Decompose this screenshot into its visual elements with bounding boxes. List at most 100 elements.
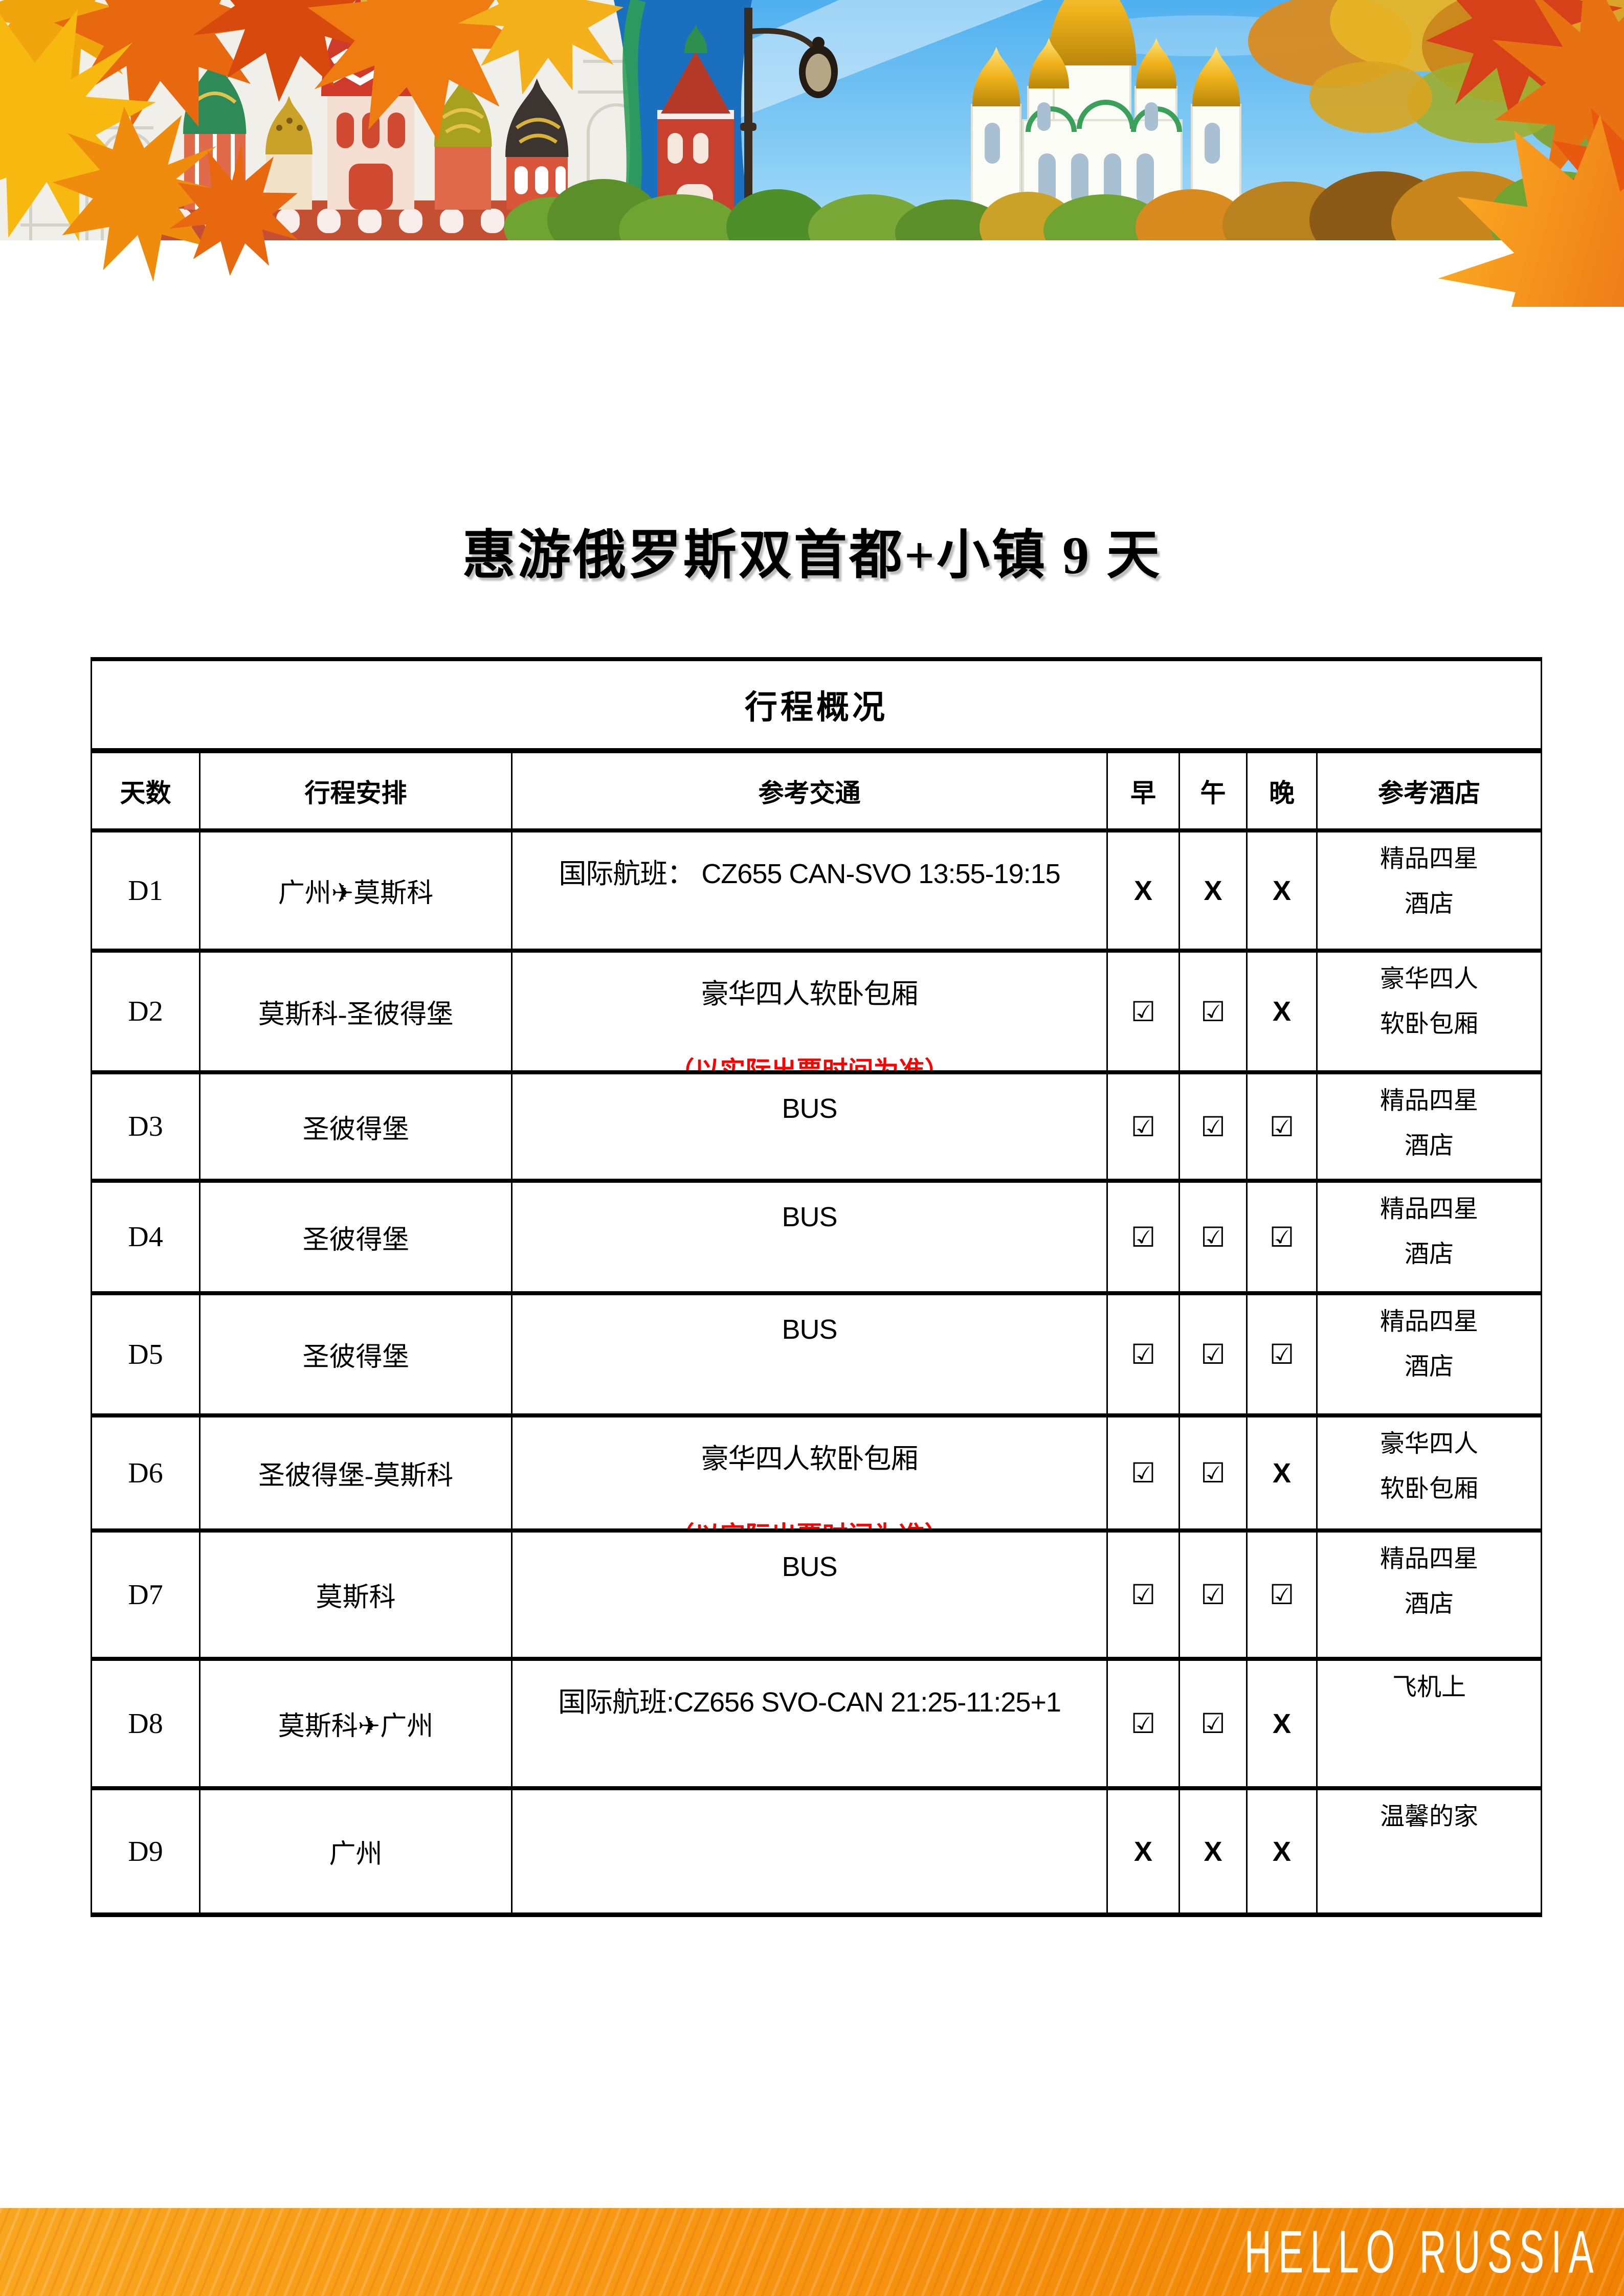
hotel-line: 飞机上: [1392, 1674, 1466, 1701]
transport-text: 豪华四人软卧包厢: [701, 1444, 919, 1474]
col-header-dinner: 晚: [1248, 753, 1318, 832]
hotel-line: 精品四星: [1380, 1545, 1478, 1572]
transport-text: BUS: [782, 1202, 837, 1232]
dinner-mark: ☑: [1248, 1295, 1318, 1417]
dinner-mark: X: [1248, 1417, 1318, 1533]
hotel-line: 精品四星: [1380, 1308, 1478, 1335]
lunch-mark: ☑: [1180, 953, 1248, 1074]
col-header-lunch: 午: [1180, 753, 1248, 832]
transport-cell: 国际航班： CZ655 CAN-SVO 13:55-19:15: [513, 832, 1108, 953]
transport-note: （以实际出票时间为准）: [669, 1056, 950, 1074]
hotel-line: 温馨的家: [1380, 1803, 1478, 1830]
breakfast-mark: X: [1108, 832, 1180, 953]
hotel-cell: 飞机上: [1318, 1661, 1541, 1790]
hotel-cell: 豪华四人 软卧包厢: [1318, 1417, 1541, 1533]
transport-cell: 国际航班:CZ656 SVO-CAN 21:25-11:25+1: [513, 1661, 1108, 1790]
transport-text: BUS: [782, 1093, 837, 1124]
dinner-mark: X: [1248, 1661, 1318, 1790]
hotel-cell: 精品四星 酒店: [1318, 1295, 1541, 1417]
breakfast-mark: ☑: [1108, 953, 1180, 1074]
itinerary-text: 莫斯科-圣彼得堡: [201, 953, 513, 1074]
day-label: D7: [92, 1533, 201, 1661]
dinner-mark: X: [1248, 1790, 1318, 1912]
transport-text: 豪华四人软卧包厢: [701, 979, 919, 1009]
lunch-mark: ☑: [1180, 1183, 1248, 1295]
itinerary-overview-table: 行程概况 天数 行程安排 参考交通 早 午 晚 参考酒店 D1 广州✈莫斯科 国…: [91, 657, 1542, 1917]
transport-text: BUS: [782, 1551, 837, 1582]
transport-cell: BUS: [513, 1533, 1108, 1661]
transport-cell: [513, 1790, 1108, 1912]
hotel-line: 精品四星: [1380, 845, 1478, 872]
day-label: D9: [92, 1790, 201, 1912]
transport-text: 国际航班:CZ656 SVO-CAN 21:25-11:25+1: [558, 1687, 1061, 1718]
dinner-mark: X: [1248, 832, 1318, 953]
itinerary-text: 圣彼得堡: [201, 1183, 513, 1295]
lunch-mark: ☑: [1180, 1417, 1248, 1533]
hotel-cell: 精品四星 酒店: [1318, 1183, 1541, 1295]
hotel-line: 豪华四人: [1380, 1430, 1478, 1457]
hotel-line: 酒店: [1404, 890, 1454, 917]
transport-note: （以实际出票时间为准）: [669, 1515, 950, 1528]
hotel-line: 酒店: [1404, 1241, 1454, 1268]
day-label: D1: [92, 832, 201, 953]
hotel-cell: 精品四星 酒店: [1318, 1533, 1541, 1661]
day-label: D8: [92, 1661, 201, 1790]
col-header-transport: 参考交通: [513, 753, 1108, 832]
hotel-line: 豪华四人: [1380, 965, 1478, 993]
lunch-mark: X: [1180, 832, 1248, 953]
hotel-cell: 精品四星 酒店: [1318, 1074, 1541, 1183]
col-header-itinerary: 行程安排: [201, 753, 513, 832]
breakfast-mark: ☑: [1108, 1661, 1180, 1790]
lunch-mark: ☑: [1180, 1295, 1248, 1417]
hotel-line: 酒店: [1404, 1590, 1454, 1617]
hotel-line: 软卧包厢: [1380, 1475, 1478, 1502]
page-title: 惠游俄罗斯双首都+小镇 9 天: [462, 526, 1162, 585]
transport-text: 国际航班： CZ655 CAN-SVO 13:55-19:15: [559, 859, 1060, 889]
dinner-mark: X: [1248, 953, 1318, 1074]
hotel-line: 软卧包厢: [1380, 1010, 1478, 1038]
footer-banner: HELLO RUSSIA: [0, 2208, 1624, 2296]
breakfast-mark: ☑: [1108, 1533, 1180, 1661]
breakfast-mark: X: [1108, 1790, 1180, 1912]
transport-cell: BUS: [513, 1074, 1108, 1183]
itinerary-text: 广州: [201, 1790, 513, 1912]
col-header-day: 天数: [92, 753, 201, 832]
street-lamp-icon: [740, 8, 838, 240]
breakfast-mark: ☑: [1108, 1417, 1180, 1533]
breakfast-mark: ☑: [1108, 1183, 1180, 1295]
itinerary-text: 莫斯科✈广州: [201, 1661, 513, 1790]
col-header-breakfast: 早: [1108, 753, 1180, 832]
hotel-line: 精品四星: [1380, 1087, 1478, 1114]
day-label: D6: [92, 1417, 201, 1533]
dinner-mark: ☑: [1248, 1183, 1318, 1295]
table-caption: 行程概况: [92, 661, 1541, 753]
dinner-mark: ☑: [1248, 1074, 1318, 1183]
itinerary-text: 圣彼得堡: [201, 1074, 513, 1183]
breakfast-mark: ☑: [1108, 1295, 1180, 1417]
col-header-hotel: 参考酒店: [1318, 753, 1541, 832]
hotel-line: 酒店: [1404, 1132, 1454, 1159]
itinerary-text: 圣彼得堡: [201, 1295, 513, 1417]
day-label: D4: [92, 1183, 201, 1295]
russia-landmarks-banner: [0, 0, 1624, 307]
day-label: D3: [92, 1074, 201, 1183]
hotel-cell: 温馨的家: [1318, 1790, 1541, 1912]
itinerary-text: 广州✈莫斯科: [201, 832, 513, 953]
lunch-mark: ☑: [1180, 1074, 1248, 1183]
hotel-cell: 精品四星 酒店: [1318, 832, 1541, 953]
day-label: D2: [92, 953, 201, 1074]
transport-cell: 豪华四人软卧包厢 （以实际出票时间为准）: [513, 1417, 1108, 1533]
transport-cell: BUS: [513, 1295, 1108, 1417]
hotel-line: 精品四星: [1380, 1196, 1478, 1223]
breakfast-mark: ☑: [1108, 1074, 1180, 1183]
lunch-mark: ☑: [1180, 1661, 1248, 1790]
hotel-line: 酒店: [1404, 1353, 1454, 1380]
transport-cell: BUS: [513, 1183, 1108, 1295]
transport-cell: 豪华四人软卧包厢 （以实际出票时间为准）: [513, 953, 1108, 1074]
lunch-mark: X: [1180, 1790, 1248, 1912]
itinerary-text: 莫斯科: [201, 1533, 513, 1661]
footer-slogan: HELLO RUSSIA: [1244, 2218, 1600, 2286]
itinerary-text: 圣彼得堡-莫斯科: [201, 1417, 513, 1533]
transport-text: BUS: [782, 1314, 837, 1345]
